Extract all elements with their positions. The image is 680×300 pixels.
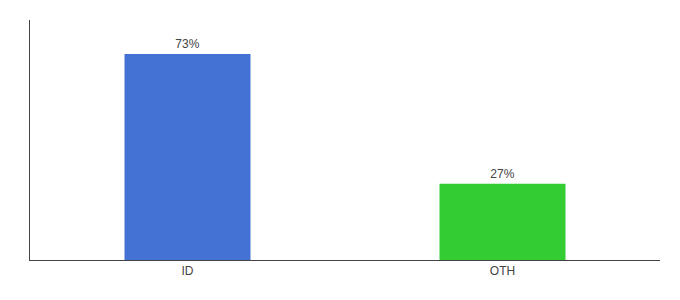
svg-text:27%: 27% bbox=[490, 167, 514, 181]
svg-text:ID: ID bbox=[182, 264, 194, 278]
svg-text:OTH: OTH bbox=[490, 264, 515, 278]
svg-text:73%: 73% bbox=[175, 37, 199, 51]
